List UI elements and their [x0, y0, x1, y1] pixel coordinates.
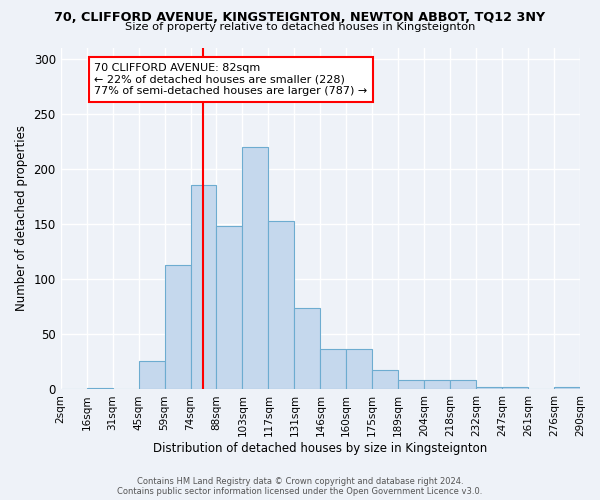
Bar: [268, 220, 295, 390]
Text: Contains HM Land Registry data © Crown copyright and database right 2024.
Contai: Contains HM Land Registry data © Crown c…: [118, 476, 482, 496]
Bar: [295, 308, 320, 390]
Bar: [346, 348, 372, 390]
Bar: [424, 380, 450, 390]
Bar: [217, 226, 242, 390]
Bar: [398, 380, 424, 390]
Text: Size of property relative to detached houses in Kingsteignton: Size of property relative to detached ho…: [125, 22, 475, 32]
Text: 70 CLIFFORD AVENUE: 82sqm
← 22% of detached houses are smaller (228)
77% of semi: 70 CLIFFORD AVENUE: 82sqm ← 22% of detac…: [94, 63, 368, 96]
Bar: [164, 265, 191, 390]
Text: 70, CLIFFORD AVENUE, KINGSTEIGNTON, NEWTON ABBOT, TQ12 3NY: 70, CLIFFORD AVENUE, KINGSTEIGNTON, NEWT…: [55, 11, 545, 24]
Bar: [139, 361, 164, 390]
Y-axis label: Number of detached properties: Number of detached properties: [15, 126, 28, 312]
Bar: [450, 380, 476, 390]
Bar: [476, 388, 502, 390]
X-axis label: Distribution of detached houses by size in Kingsteignton: Distribution of detached houses by size …: [153, 442, 487, 455]
Bar: [320, 348, 346, 390]
Bar: [242, 147, 268, 390]
Bar: [86, 388, 113, 390]
Bar: [191, 186, 217, 390]
Bar: [554, 388, 580, 390]
Bar: [372, 370, 398, 390]
Bar: [502, 388, 528, 390]
